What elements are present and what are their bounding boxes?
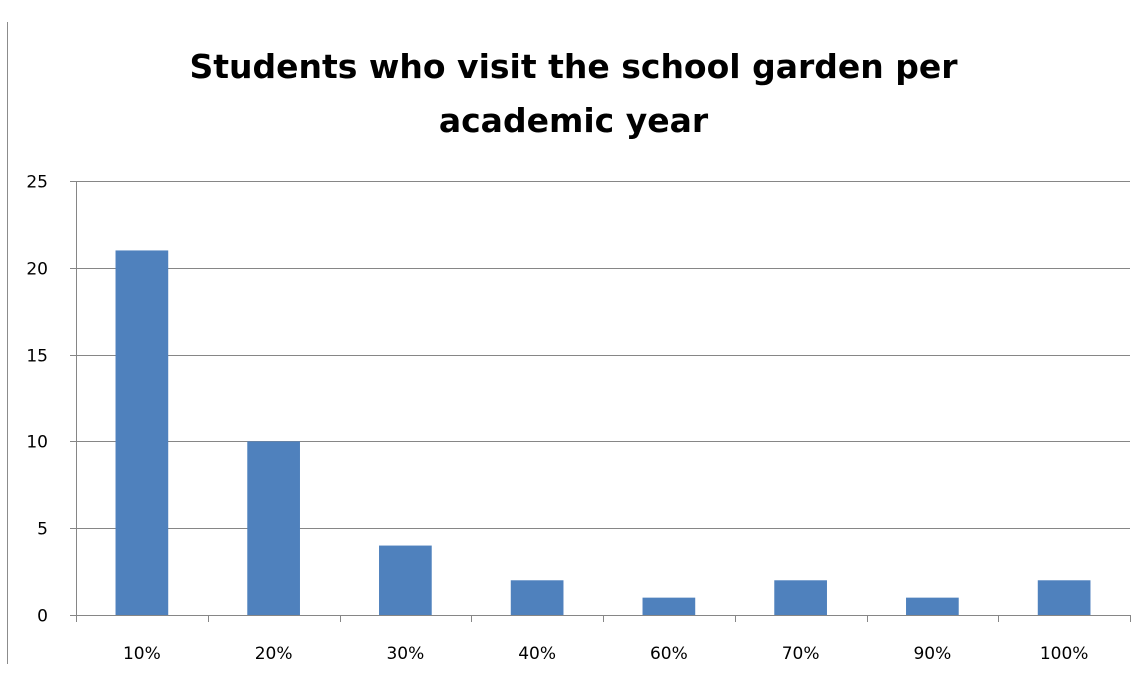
- bar-70%: [774, 580, 827, 615]
- y-tick-label: 10: [26, 433, 48, 453]
- chart-title: Students who visit the school garden per…: [0, 40, 1147, 148]
- x-tick-label: 60%: [650, 644, 688, 664]
- x-tick-label: 30%: [386, 644, 424, 664]
- y-tick-label: 20: [26, 260, 48, 280]
- bar-90%: [906, 597, 959, 615]
- bar-40%: [510, 580, 564, 615]
- bar-10%: [115, 250, 169, 615]
- chart-title-line-2: academic year: [438, 101, 709, 140]
- x-tick-label: 70%: [782, 644, 820, 664]
- bar-100%: [1037, 580, 1091, 615]
- bar-20%: [247, 441, 300, 615]
- page-border-line: [7, 22, 8, 664]
- y-tick-label: 25: [26, 173, 48, 193]
- bar-30%: [379, 545, 432, 615]
- x-tick-label: 20%: [255, 644, 293, 664]
- y-tick-label: 15: [26, 347, 48, 367]
- x-tick-label: 40%: [518, 644, 556, 664]
- x-tick-label: 100%: [1040, 644, 1089, 664]
- y-tick-label: 5: [37, 520, 48, 540]
- x-tick-label: 90%: [913, 644, 951, 664]
- chart-title-line-1: Students who visit the school garden per: [189, 47, 958, 86]
- bar-60%: [642, 597, 696, 615]
- y-tick-label: 0: [37, 607, 48, 627]
- x-tick-label: 10%: [123, 644, 161, 664]
